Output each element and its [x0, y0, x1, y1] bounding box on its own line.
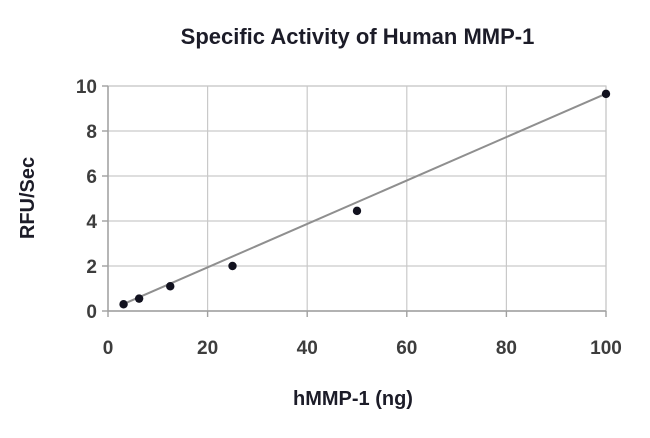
data-point [601, 89, 611, 99]
chart-title: Specific Activity of Human MMP-1 [180, 24, 535, 49]
x-tick-label: 0 [103, 338, 114, 359]
x-tick-label: 80 [496, 338, 517, 359]
data-point [352, 206, 362, 216]
data-point [166, 282, 175, 291]
y-tick-label: 6 [86, 167, 97, 188]
trendline [123, 92, 607, 305]
y-tick-label: 2 [86, 257, 97, 278]
y-tick-label: 10 [76, 77, 97, 98]
x-tick-label: 100 [590, 338, 622, 359]
y-tick-label: 4 [86, 212, 97, 233]
x-axis-title: hMMP-1 (ng) [293, 388, 413, 410]
x-tick-label: 60 [396, 338, 417, 359]
x-tick-label: 20 [197, 338, 218, 359]
y-axis-title: RFU/Sec [17, 156, 39, 240]
data-point [228, 261, 237, 271]
x-tick-label: 40 [297, 338, 318, 359]
y-tick-label: 8 [86, 122, 97, 143]
y-tick-label: 0 [86, 302, 97, 323]
data-point [119, 300, 128, 309]
data-point [134, 294, 144, 303]
